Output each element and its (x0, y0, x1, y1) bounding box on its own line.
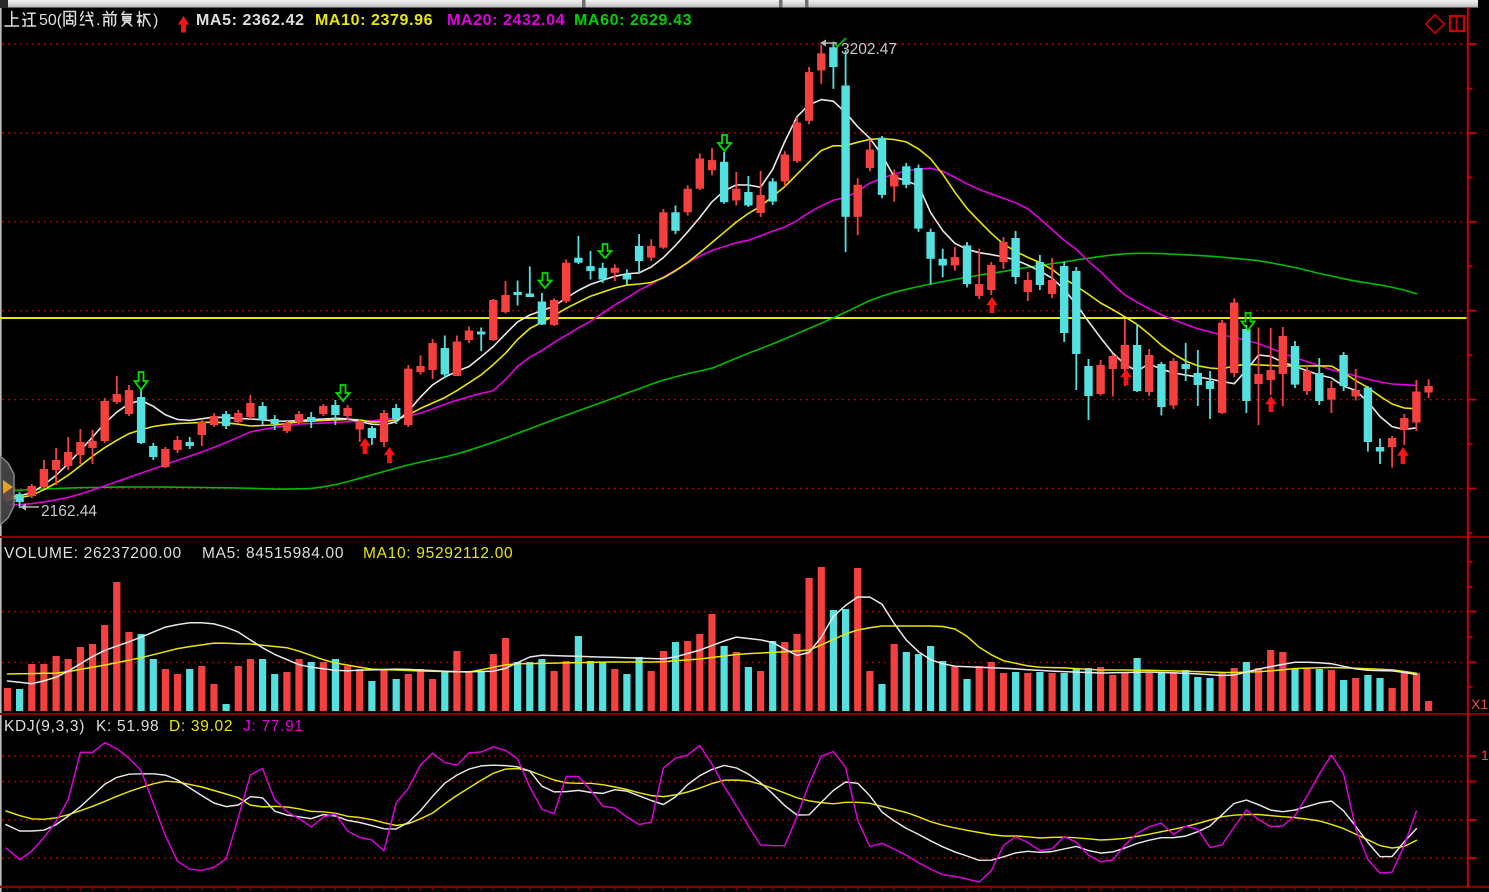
svg-text:MA5: 84515984.00: MA5: 84515984.00 (202, 545, 344, 562)
svg-text:): ) (153, 12, 158, 29)
svg-text:D: 39.02: D: 39.02 (169, 718, 233, 735)
svg-text:X1: X1 (1471, 696, 1488, 712)
svg-text:K: 51.98: K: 51.98 (96, 718, 159, 735)
svg-text:MA20: 2432.04: MA20: 2432.04 (447, 12, 565, 29)
svg-text:50(: 50( (39, 12, 63, 29)
svg-text:2162.44: 2162.44 (41, 503, 97, 520)
svg-text:MA5: 2362.42: MA5: 2362.42 (196, 12, 305, 29)
svg-text:1: 1 (1481, 747, 1489, 763)
svg-text:VOLUME: 26237200.00: VOLUME: 26237200.00 (4, 545, 182, 562)
svg-text:MA10: 95292112.00: MA10: 95292112.00 (363, 545, 513, 562)
svg-text:KDJ(9,3,3): KDJ(9,3,3) (4, 718, 85, 735)
svg-text:MA60: 2629.43: MA60: 2629.43 (574, 12, 692, 29)
svg-text:.: . (96, 12, 100, 29)
svg-text:3202.47: 3202.47 (841, 41, 897, 58)
svg-text:J: 77.91: J: 77.91 (243, 718, 304, 735)
svg-text:MA10: 2379.96: MA10: 2379.96 (315, 12, 433, 29)
